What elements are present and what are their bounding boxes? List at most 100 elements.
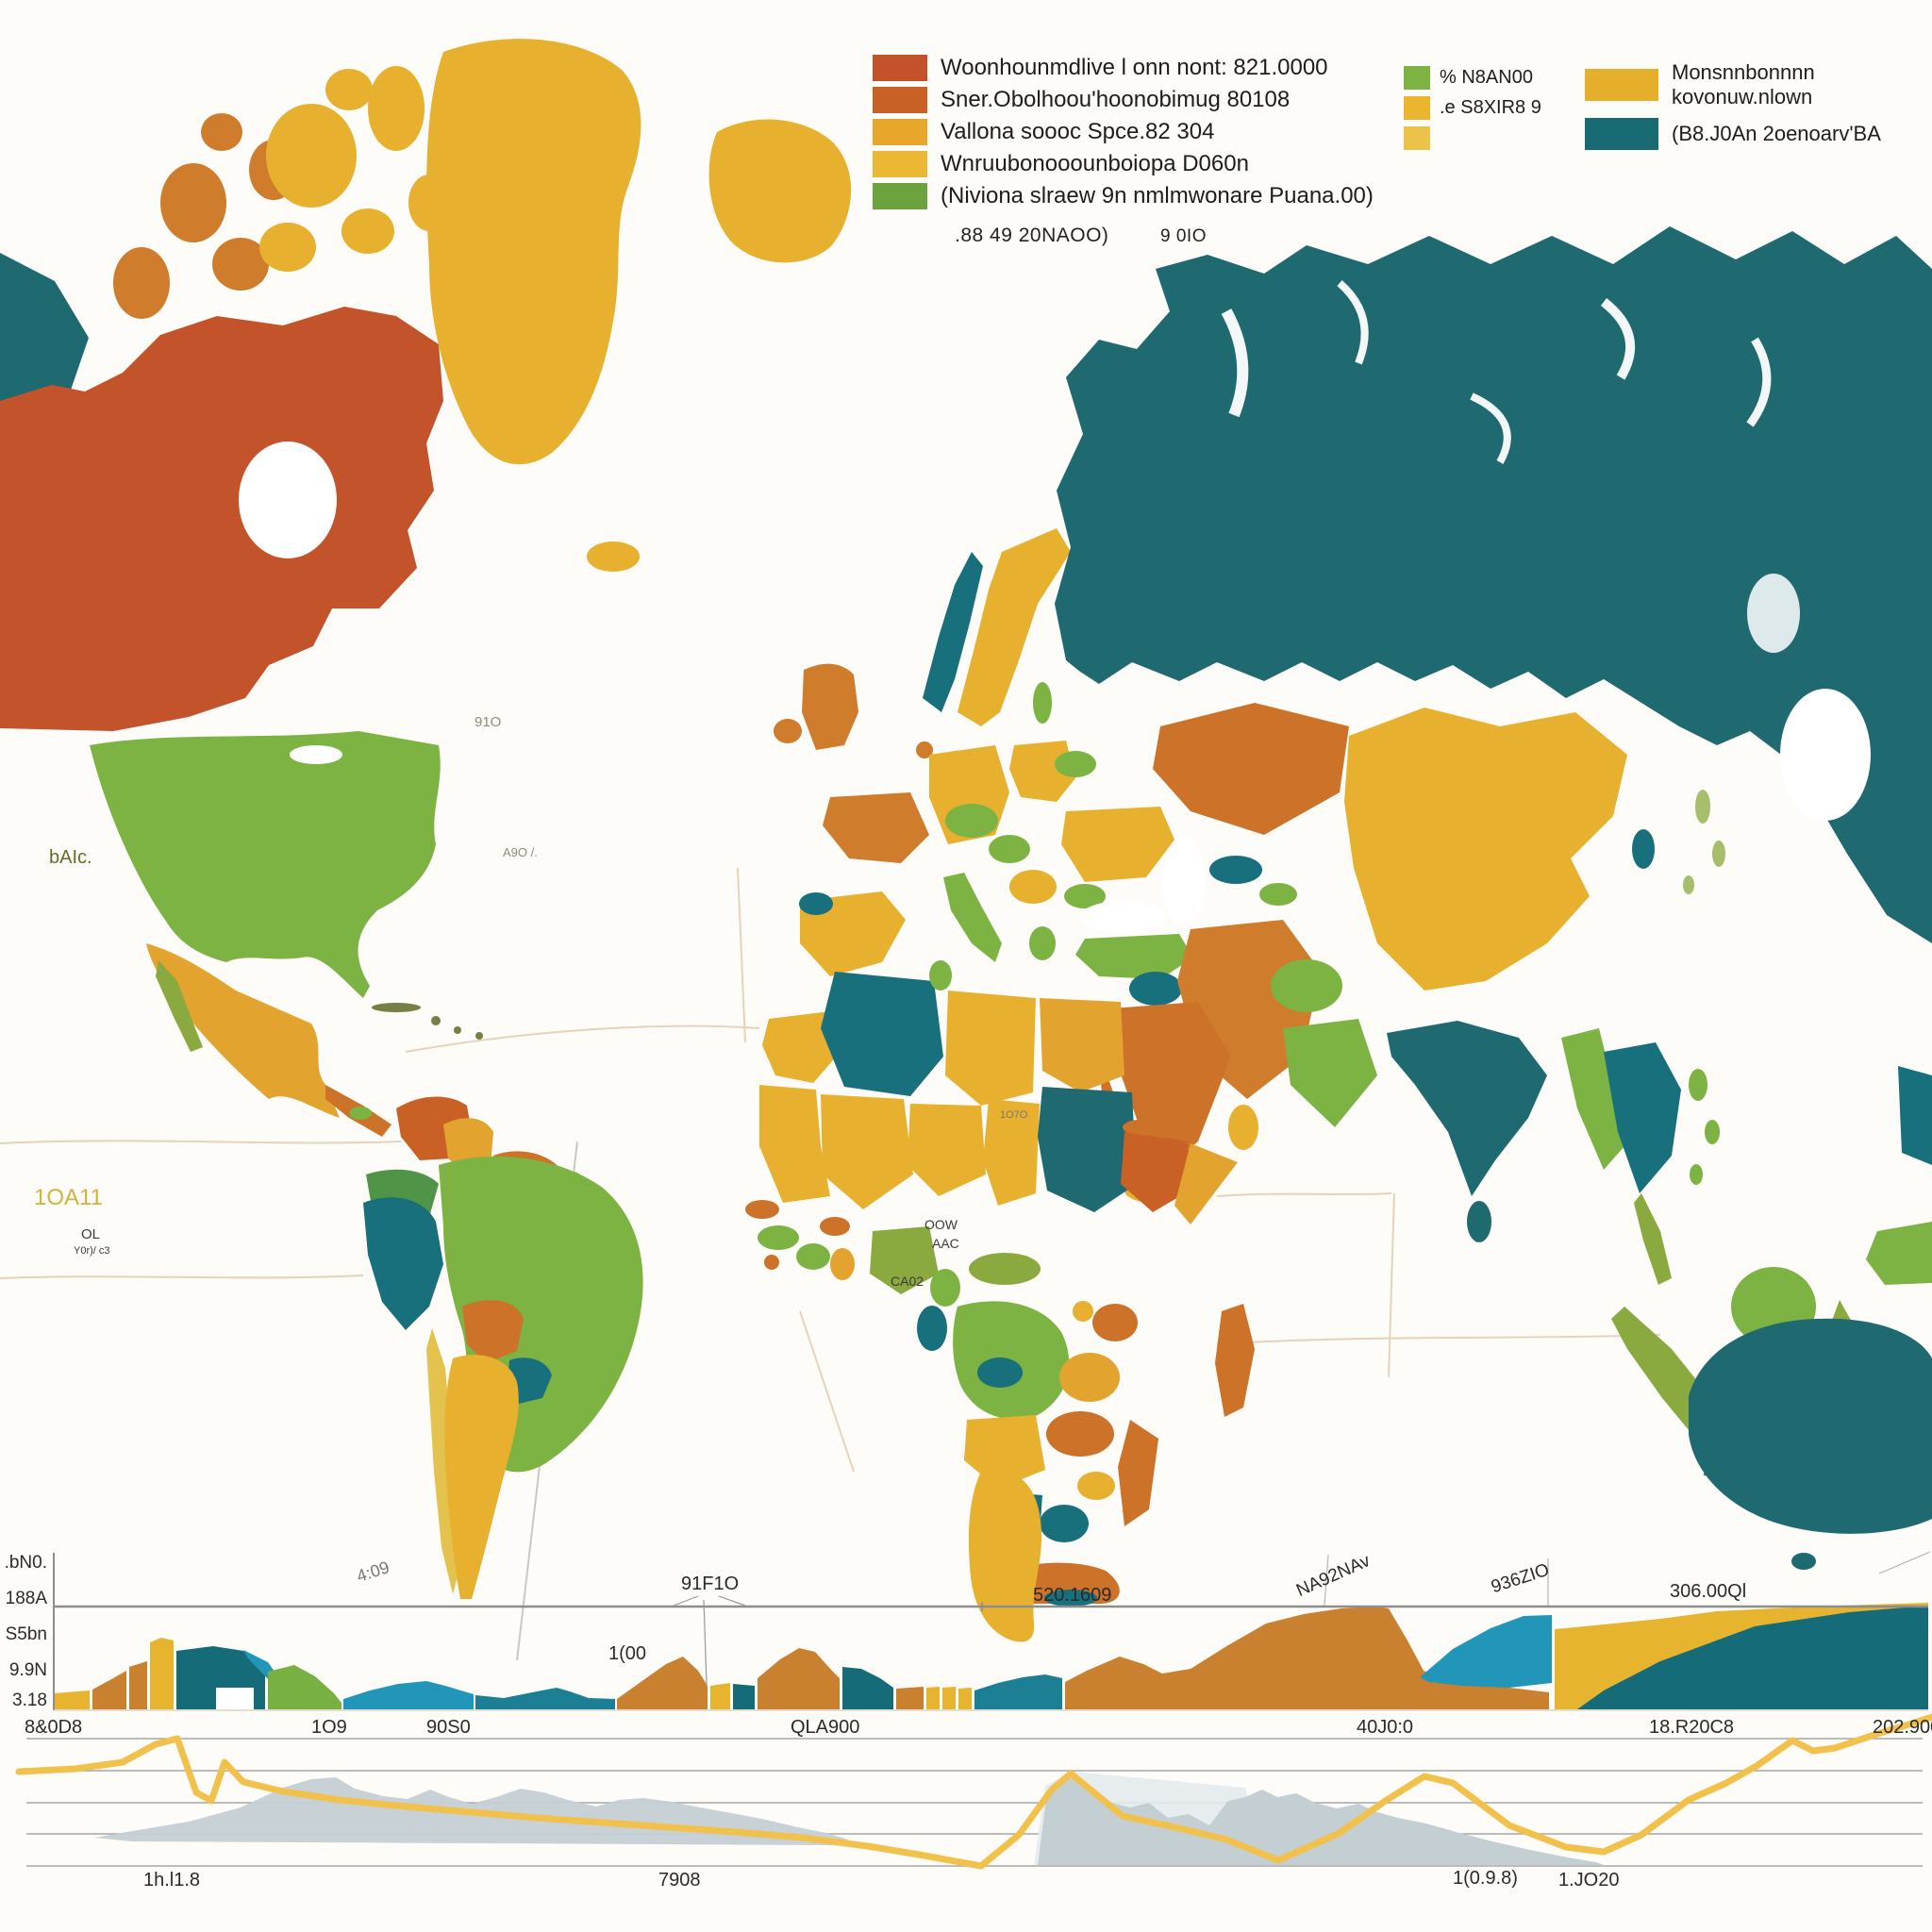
legend-item: Vallona soooc Spce.82 304 <box>873 119 1374 145</box>
legend-label: (B8.J0An 2oenoarv'BA <box>1672 122 1881 145</box>
island <box>475 1032 483 1040</box>
region-argentina <box>444 1355 519 1599</box>
area-seg <box>54 1690 90 1709</box>
region-tasmania <box>1791 1553 1816 1570</box>
island <box>368 66 425 151</box>
legend-label: Woonhounmdlive l onn nont: 821.0000 <box>941 55 1328 80</box>
legend-swatch <box>1404 126 1430 150</box>
area-seg <box>129 1661 147 1709</box>
region-srilanka <box>1467 1201 1491 1242</box>
graticule-line <box>405 1024 760 1053</box>
legend-label: Sner.Obolhoou'hoonobimug 80108 <box>941 87 1291 112</box>
area-seg <box>150 1638 174 1709</box>
map-label: CA02 <box>891 1274 924 1289</box>
graticule-line <box>737 867 746 1043</box>
region-iraq <box>1129 972 1182 1006</box>
legend-swatch <box>1585 69 1658 101</box>
arctic-islands-orange <box>113 113 298 319</box>
region-zambia <box>1046 1411 1114 1457</box>
silhouette-right <box>1038 1776 1604 1865</box>
region-cameroon <box>930 1269 960 1307</box>
region-kenya <box>1092 1304 1138 1341</box>
island <box>431 1016 441 1025</box>
region-eritrea <box>1123 1120 1157 1135</box>
region-car <box>969 1253 1041 1285</box>
region-baja <box>156 960 203 1052</box>
region-philippines <box>1689 1069 1720 1185</box>
region-russia <box>1055 226 1932 943</box>
annotation-line <box>1324 1554 1329 1607</box>
area-seg <box>842 1667 893 1709</box>
russia-white-streaks <box>1221 279 1772 464</box>
region-turkey <box>1075 934 1193 979</box>
legend-item <box>1404 126 1541 150</box>
callout-line <box>673 1595 699 1607</box>
area-seg <box>617 1657 708 1709</box>
region-newguinea <box>1866 1222 1932 1285</box>
legend-label: Vallona soooc Spce.82 304 <box>941 119 1215 144</box>
area-x-label: 1O9 <box>311 1717 347 1738</box>
region-sweden <box>958 528 1071 726</box>
sea-of-okhotsk <box>1780 689 1871 821</box>
line-x-label: 1(0.9.8) <box>1453 1868 1518 1889</box>
region-kazakhstan <box>1153 703 1349 835</box>
map-label: A9O /. <box>503 845 538 859</box>
map-label: bAIc. <box>49 847 92 868</box>
area-seg <box>92 1671 126 1709</box>
region-mali <box>821 1094 913 1209</box>
region-romania <box>1064 884 1106 908</box>
island-cuba <box>372 1003 421 1012</box>
area-annotation: 520.1609 <box>1033 1585 1112 1606</box>
legend-swatch <box>873 151 927 177</box>
region-uk <box>802 663 858 750</box>
region-drc-teal <box>977 1357 1023 1388</box>
area-annotation: 306.00Ql <box>1670 1581 1747 1602</box>
legend-mid: % N8AN00 .e S8XIR8 9 <box>1404 66 1541 157</box>
island <box>1712 841 1725 867</box>
island <box>201 113 242 151</box>
island <box>341 208 394 254</box>
paint-drip <box>968 1469 1042 1642</box>
region-india <box>1387 1021 1547 1196</box>
region-gabon <box>917 1306 947 1351</box>
region-guinea <box>758 1225 799 1250</box>
great-lakes <box>290 745 342 764</box>
annotation-line <box>1878 1551 1931 1574</box>
region-iceland <box>587 541 640 572</box>
legend-swatch <box>1404 66 1430 90</box>
island <box>1695 790 1710 824</box>
area-seg <box>710 1683 730 1709</box>
region-norway <box>923 552 983 712</box>
legend-item: Woonhounmdlive l onn nont: 821.0000 <box>873 55 1374 81</box>
trend-line <box>15 1713 1932 1870</box>
area-seg <box>1065 1607 1549 1709</box>
area-seg <box>268 1665 341 1709</box>
area-y-tick: 9.9N <box>8 1660 47 1680</box>
legend-swatch <box>1404 96 1430 120</box>
area-seg <box>758 1648 840 1709</box>
region-uruguay <box>523 1404 568 1436</box>
area-seg <box>475 1688 615 1709</box>
region-greece <box>1029 926 1056 960</box>
region-poland <box>1009 741 1075 802</box>
caribbean-islands <box>372 1003 483 1040</box>
region-canada <box>0 307 443 731</box>
region-indochina <box>1604 1042 1681 1193</box>
region-tanzania <box>1059 1353 1120 1402</box>
legend-swatch <box>873 87 927 113</box>
legend-label: (Niviona slraew 9n nmlmwonare Puana.00) <box>941 183 1374 208</box>
region-japan <box>1683 790 1725 894</box>
region-baltics <box>1033 682 1052 724</box>
region-iberia <box>800 891 906 976</box>
region-mexico <box>146 943 340 1118</box>
area-x-label: 202.900 <box>1873 1717 1932 1738</box>
coast-streak <box>1470 392 1511 464</box>
graticule-line <box>799 1310 855 1473</box>
region-usa <box>90 731 441 998</box>
area-seg <box>733 1684 755 1709</box>
area-y-tick: 188A <box>5 1589 47 1608</box>
graticule-line <box>1216 1192 1392 1197</box>
region-burkina <box>820 1217 850 1236</box>
region-pacific-teal <box>1898 1066 1932 1165</box>
hudson-bay <box>239 441 337 558</box>
